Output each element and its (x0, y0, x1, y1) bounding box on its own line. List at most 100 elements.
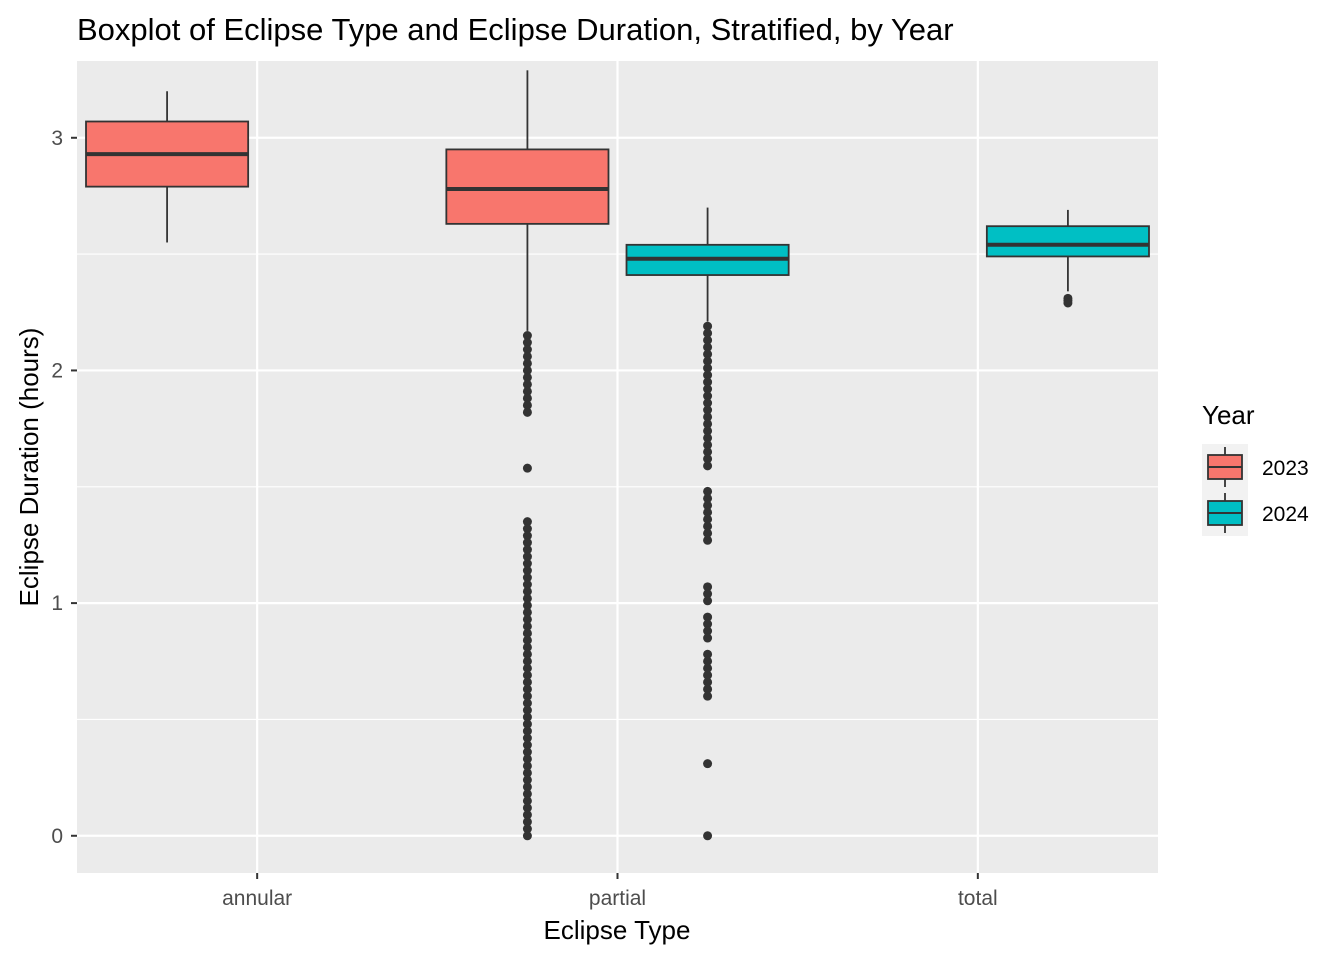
outlier-point (522, 635, 532, 645)
box-total-2024 (985, 209, 1150, 308)
outlier-point (703, 447, 713, 457)
box-iqr (985, 225, 1150, 258)
outlier-point (522, 524, 532, 534)
outlier-point (522, 351, 532, 361)
outlier-point (522, 775, 532, 785)
outlier-point (522, 677, 532, 687)
box-partial-2024 (625, 207, 790, 841)
major-gridlines (77, 61, 1158, 873)
outlier-point (703, 691, 713, 701)
outlier-point (522, 331, 532, 341)
y-tick-label: 3 (51, 127, 63, 150)
outlier-point (703, 619, 713, 629)
x-axis-title: Eclipse Type (544, 915, 691, 945)
outlier-point (522, 463, 532, 473)
outlier-point (522, 649, 532, 659)
outlier-point (522, 831, 532, 841)
x-tick-label: total (958, 887, 998, 910)
outlier-point (522, 386, 532, 396)
legend-entry-2023: 2023 (1202, 444, 1309, 490)
outlier-point (522, 684, 532, 694)
outlier-point (703, 514, 713, 524)
y-tick-label: 0 (51, 825, 63, 848)
legend-label: 2024 (1262, 503, 1309, 526)
outlier-point (703, 440, 713, 450)
outlier-point (522, 345, 532, 355)
outlier-point (703, 405, 713, 415)
outlier-point (522, 782, 532, 792)
outlier-point (522, 600, 532, 610)
outlier-point (522, 740, 532, 750)
outlier-point (522, 726, 532, 736)
outlier-point (703, 419, 713, 429)
outlier-point (522, 586, 532, 596)
outlier-point (703, 500, 713, 510)
outlier-point (522, 365, 532, 375)
outlier-point (703, 596, 713, 606)
outlier-point (703, 670, 713, 680)
y-axis-title: Eclipse Duration (hours) (14, 328, 44, 607)
outlier-point (522, 663, 532, 673)
outlier-point (703, 663, 713, 673)
outlier-point (522, 579, 532, 589)
outlier-point (522, 719, 532, 729)
outlier-point (522, 552, 532, 562)
x-tick-label: annular (222, 887, 292, 910)
outlier-point (522, 338, 532, 348)
outlier-point (703, 535, 713, 545)
outlier-point (522, 573, 532, 583)
outlier-point (703, 633, 713, 643)
outlier-point (522, 670, 532, 680)
outlier-point (522, 372, 532, 382)
outlier-point (522, 796, 532, 806)
box-partial-2023 (445, 70, 610, 841)
outlier-point (522, 817, 532, 827)
outlier-point (703, 391, 713, 401)
outlier-point (703, 335, 713, 345)
outlier-point (703, 582, 713, 592)
outlier-point (522, 691, 532, 701)
outlier-point (522, 642, 532, 652)
chart-title: Boxplot of Eclipse Type and Eclipse Dura… (77, 12, 954, 47)
outlier-point (522, 517, 532, 527)
outlier-point (703, 461, 713, 471)
outlier-point (522, 593, 532, 603)
outlier-point (703, 626, 713, 636)
y-tick-label: 1 (51, 592, 63, 615)
outlier-point (522, 607, 532, 617)
outlier-point (1063, 298, 1073, 308)
box-annular-2023 (85, 91, 250, 243)
outlier-point (522, 803, 532, 813)
outlier-point (703, 684, 713, 694)
outlier-point (703, 454, 713, 464)
outlier-point (703, 612, 713, 622)
outlier-point (703, 356, 713, 366)
outlier-point (522, 712, 532, 722)
outlier-point (522, 747, 532, 757)
outlier-point (703, 677, 713, 687)
x-axis-ticks: annular partial total (222, 873, 998, 910)
legend: Year 2023 2024 (1202, 400, 1309, 536)
outlier-point (522, 531, 532, 541)
outlier-point (522, 761, 532, 771)
outlier-point (522, 768, 532, 778)
outlier-point (522, 559, 532, 569)
outlier-point (703, 656, 713, 666)
outlier-point (522, 824, 532, 834)
outlier-point (703, 377, 713, 387)
outlier-point (522, 358, 532, 368)
legend-label: 2023 (1262, 457, 1309, 480)
boxplot-boxes (85, 70, 1150, 841)
outlier-point (522, 733, 532, 743)
outlier-point (703, 412, 713, 422)
outlier-point (703, 493, 713, 503)
outlier-point (703, 831, 713, 841)
outlier-point (522, 705, 532, 715)
outlier-point (522, 789, 532, 799)
y-tick-label: 2 (51, 359, 63, 382)
outlier-point (703, 649, 713, 659)
outlier-point (522, 698, 532, 708)
outlier-point (522, 656, 532, 666)
outlier-point (522, 545, 532, 555)
